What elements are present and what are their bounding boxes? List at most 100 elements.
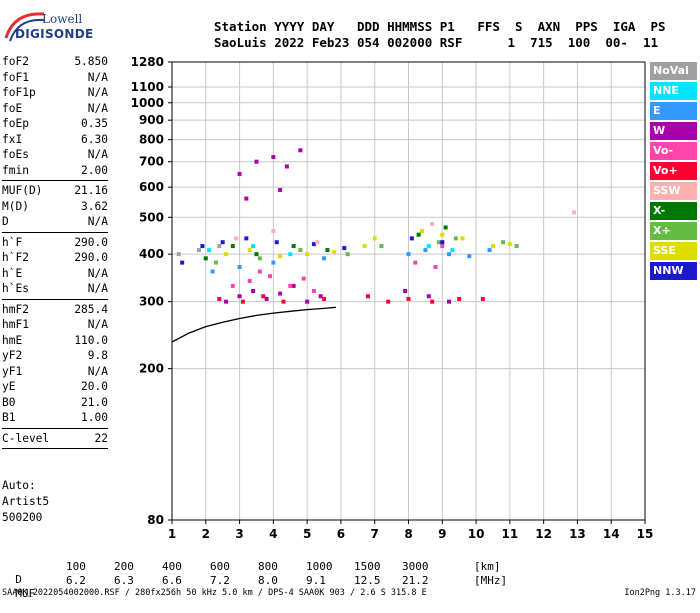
- param-value: 290.0: [74, 251, 108, 264]
- software-version: Ion2Png 1.3.17: [624, 588, 696, 598]
- legend-item-ssw: SSW: [650, 182, 697, 200]
- y-tick-label: 300: [139, 295, 164, 309]
- param-value: N/A: [87, 148, 108, 161]
- muf-table-cell: 21.2: [402, 574, 429, 587]
- echo-point-vo: [240, 299, 245, 304]
- param-row: hmF1 N/A: [2, 317, 108, 333]
- echo-point-e: [271, 260, 276, 265]
- param-value: N/A: [87, 86, 108, 99]
- muf-table-cell: 7.2: [210, 574, 230, 587]
- param-row: fxI 6.30: [2, 132, 108, 148]
- echo-point-vo: [267, 274, 272, 279]
- echo-point-nnw: [409, 236, 414, 241]
- echo-point-e: [210, 269, 215, 274]
- echo-point-sse: [420, 229, 425, 234]
- echo-point-x: [514, 244, 519, 249]
- x-tick-label: 7: [371, 527, 379, 541]
- param-key: foEp: [2, 117, 29, 130]
- param-separator: [2, 180, 108, 181]
- autoscale-info: Auto: Artist5 500200: [2, 478, 49, 526]
- param-key: foF1: [2, 70, 29, 84]
- echo-point-noval: [197, 248, 202, 253]
- x-tick-label: 3: [235, 527, 243, 541]
- muf-table-cell: 9.1: [306, 574, 326, 587]
- echo-point-x: [230, 244, 235, 249]
- echo-point-w: [318, 294, 323, 299]
- param-key: hmF2: [2, 302, 29, 316]
- param-key: h`F: [2, 235, 23, 249]
- x-tick-label: 4: [269, 527, 277, 541]
- param-key: C-level: [2, 431, 50, 445]
- param-key: M(D): [2, 199, 29, 213]
- echo-point-vo: [288, 283, 293, 288]
- muf-distance-row: D 100 200 400 600 800 1000 1500 3000 [km]: [2, 560, 500, 599]
- echo-point-vo: [257, 269, 262, 274]
- echo-point-e: [467, 254, 472, 259]
- legend-item-vo: Vo-: [650, 142, 697, 160]
- param-value: 285.4: [74, 302, 108, 316]
- logo-swoosh-icon: [4, 12, 45, 42]
- echo-point-noval: [176, 252, 181, 257]
- ionogram-chart: 1 2 3 4 5 6 7 8 9 10 11 12 13 14 158020030040050060070…: [131, 55, 654, 541]
- echo-point-w: [447, 299, 452, 304]
- echo-point-w: [251, 289, 256, 293]
- param-value: 1.00: [81, 411, 108, 424]
- param-row: yE 20.0: [2, 379, 108, 395]
- param-key: foEs: [2, 148, 29, 161]
- echo-point-x: [416, 232, 421, 237]
- y-tick-label: 1100: [131, 80, 164, 94]
- param-key: foF2: [2, 55, 29, 68]
- legend-item-e: E: [650, 102, 697, 120]
- echo-point-x: [254, 252, 259, 257]
- param-value: N/A: [87, 318, 108, 331]
- legend-item-x: X+: [650, 222, 697, 240]
- echo-point-e: [322, 256, 327, 261]
- echo-point-sse: [278, 254, 283, 259]
- echo-point-x: [325, 248, 330, 253]
- echo-point-nnw: [440, 240, 445, 245]
- param-value: 5.850: [74, 55, 108, 68]
- muf-table-cell: 12.5: [354, 574, 381, 587]
- x-tick-label: 9: [438, 527, 446, 541]
- param-key: yF2: [2, 349, 23, 362]
- legend-item-nne: NNE: [650, 82, 697, 100]
- echo-point-nnw: [342, 246, 347, 251]
- logo-text-digisonde: DIGISONDE: [15, 27, 94, 41]
- echo-point-vo: [440, 244, 445, 249]
- echo-point-sse: [332, 250, 337, 255]
- electron-density-profile-curve: [171, 306, 336, 343]
- muf-table-unit: [MHz]: [474, 574, 508, 587]
- echo-point-vo: [430, 299, 435, 304]
- echo-point-ssw: [234, 236, 239, 241]
- param-key: h`E: [2, 266, 23, 280]
- x-tick-label: 13: [569, 527, 586, 541]
- muf-table-cell: 600: [210, 560, 230, 573]
- param-row: D N/A: [2, 214, 108, 230]
- y-tick-label: 600: [139, 180, 164, 194]
- echo-point-vo: [261, 294, 266, 299]
- echo-point-sse: [490, 244, 495, 249]
- muf-table-unit: [km]: [474, 560, 501, 573]
- echo-point-x: [379, 244, 384, 249]
- x-tick-label: 1: [168, 527, 176, 541]
- param-value: N/A: [87, 215, 108, 228]
- param-separator: [2, 298, 108, 300]
- file-info-footer: SAA0K_2022054002000.RSF / 280fx256h 50 k…: [2, 588, 427, 598]
- param-row: yF2 9.8: [2, 348, 108, 364]
- echo-point-sse: [507, 242, 512, 247]
- echo-point-x: [203, 256, 208, 261]
- param-row: foF2 5.850: [2, 54, 108, 70]
- scaled-parameters-panel: foF2 5.850 foF1 N/A foF1p N/A foE N/A foEp 0.35 fx…: [2, 54, 108, 451]
- echo-point-w: [237, 294, 242, 299]
- y-tick-label: 80: [147, 513, 164, 527]
- param-row: MUF(D) 21.16: [2, 183, 108, 199]
- param-row: B1 1.00: [2, 410, 108, 426]
- param-value: 20.0: [81, 380, 108, 393]
- echo-point-vo: [457, 296, 462, 301]
- param-value: 3.62: [81, 199, 108, 213]
- legend-item-w: W: [650, 122, 697, 140]
- echo-point-w: [284, 164, 289, 169]
- param-row: foE N/A: [2, 101, 108, 117]
- y-tick-label: 400: [139, 247, 164, 261]
- echo-point-vo: [413, 260, 418, 265]
